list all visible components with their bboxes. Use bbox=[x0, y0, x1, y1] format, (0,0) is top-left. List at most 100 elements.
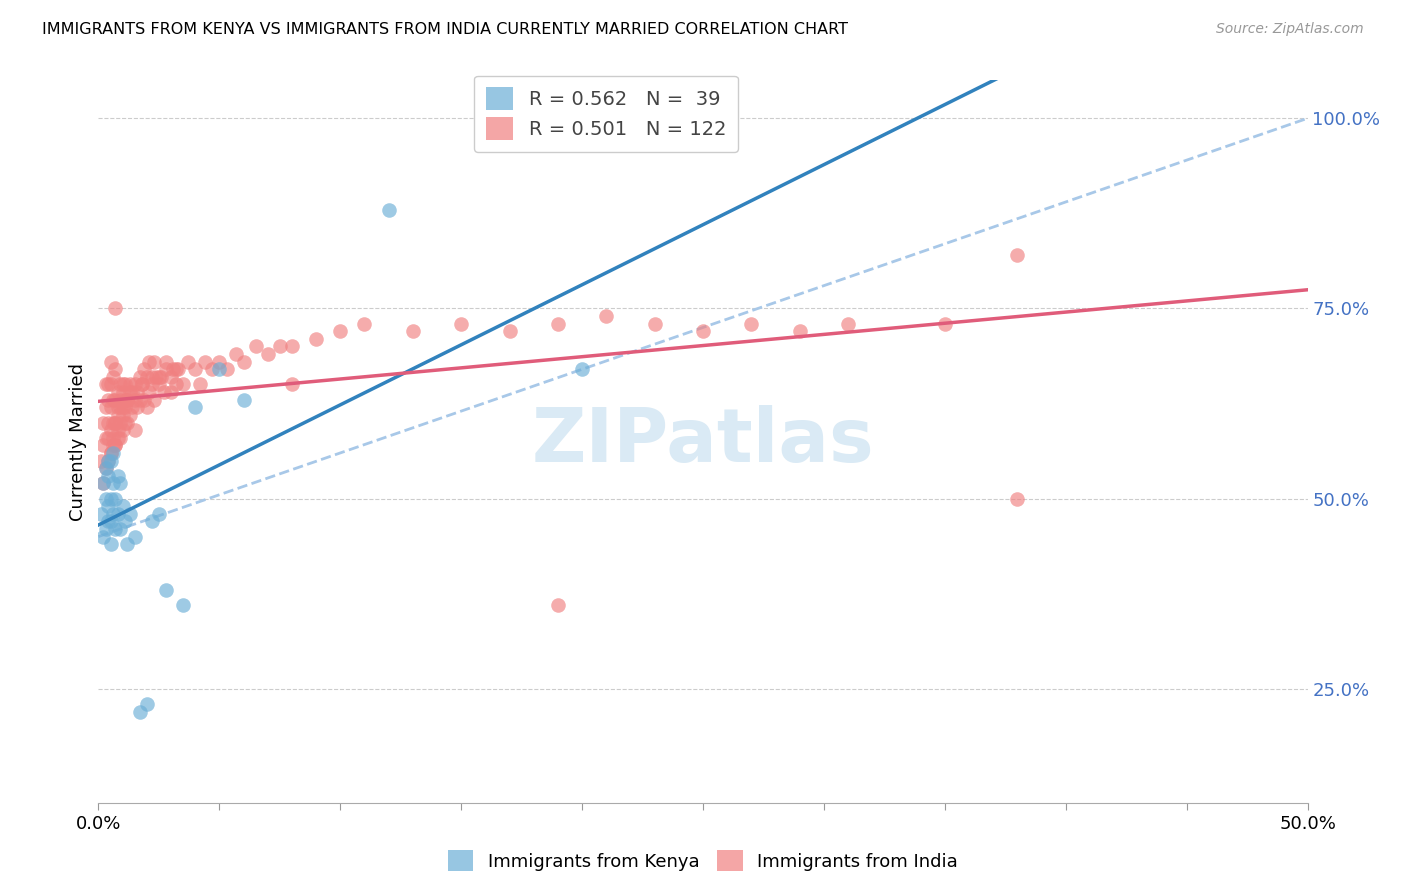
Point bbox=[547, 317, 569, 331]
Point bbox=[114, 401, 136, 415]
Point bbox=[97, 453, 120, 467]
Point bbox=[934, 317, 956, 331]
Point bbox=[1007, 491, 1029, 506]
Point bbox=[305, 332, 328, 346]
Point bbox=[108, 392, 131, 407]
Point bbox=[100, 401, 122, 415]
Point bbox=[131, 377, 153, 392]
Point bbox=[121, 401, 143, 415]
Point bbox=[141, 370, 163, 384]
Point bbox=[100, 446, 122, 460]
Point bbox=[353, 317, 375, 331]
Point bbox=[91, 476, 114, 491]
Point bbox=[128, 705, 150, 719]
Point bbox=[104, 416, 127, 430]
Point bbox=[740, 317, 762, 331]
Point bbox=[269, 339, 291, 353]
Point bbox=[177, 354, 200, 368]
Point bbox=[143, 392, 166, 407]
Point bbox=[97, 499, 120, 513]
Point bbox=[172, 377, 194, 392]
Point bbox=[201, 362, 224, 376]
Point bbox=[124, 423, 146, 437]
Legend: R = 0.562   N =  39, R = 0.501   N = 122: R = 0.562 N = 39, R = 0.501 N = 122 bbox=[474, 76, 738, 152]
Point bbox=[97, 453, 120, 467]
Y-axis label: Currently Married: Currently Married bbox=[69, 362, 87, 521]
Point bbox=[256, 347, 278, 361]
Point bbox=[148, 377, 170, 392]
Point bbox=[117, 416, 139, 430]
Point bbox=[208, 354, 231, 368]
Point bbox=[377, 202, 399, 217]
Point bbox=[94, 461, 117, 475]
Point bbox=[152, 385, 174, 400]
Point bbox=[232, 392, 254, 407]
Point bbox=[117, 537, 139, 551]
Point bbox=[108, 431, 131, 445]
Point bbox=[107, 468, 129, 483]
Point bbox=[692, 324, 714, 338]
Point bbox=[111, 377, 134, 392]
Point bbox=[104, 491, 127, 506]
Point bbox=[138, 354, 160, 368]
Point bbox=[194, 354, 217, 368]
Point bbox=[498, 324, 520, 338]
Point bbox=[547, 598, 569, 612]
Point bbox=[108, 401, 131, 415]
Point bbox=[101, 416, 124, 430]
Point bbox=[162, 362, 184, 376]
Point bbox=[101, 507, 124, 521]
Point bbox=[94, 522, 117, 536]
Point bbox=[117, 392, 139, 407]
Point bbox=[150, 370, 173, 384]
Point bbox=[160, 370, 183, 384]
Point bbox=[402, 324, 425, 338]
Point bbox=[118, 385, 141, 400]
Point bbox=[165, 377, 187, 392]
Point bbox=[837, 317, 859, 331]
Point bbox=[138, 385, 160, 400]
Point bbox=[100, 515, 122, 529]
Point bbox=[111, 423, 134, 437]
Point bbox=[118, 507, 141, 521]
Point bbox=[101, 431, 124, 445]
Point bbox=[107, 423, 129, 437]
Point bbox=[114, 392, 136, 407]
Point bbox=[134, 362, 156, 376]
Point bbox=[104, 438, 127, 452]
Point bbox=[184, 401, 207, 415]
Point bbox=[281, 339, 304, 353]
Point bbox=[595, 309, 617, 323]
Point bbox=[104, 362, 127, 376]
Point bbox=[172, 598, 194, 612]
Legend: Immigrants from Kenya, Immigrants from India: Immigrants from Kenya, Immigrants from I… bbox=[441, 843, 965, 879]
Point bbox=[97, 377, 120, 392]
Point bbox=[107, 507, 129, 521]
Point bbox=[94, 461, 117, 475]
Point bbox=[94, 377, 117, 392]
Point bbox=[100, 446, 122, 460]
Point bbox=[245, 339, 267, 353]
Point bbox=[188, 377, 211, 392]
Point bbox=[97, 431, 120, 445]
Point bbox=[1007, 248, 1029, 262]
Point bbox=[100, 453, 122, 467]
Point bbox=[225, 347, 247, 361]
Point bbox=[97, 468, 120, 483]
Text: Source: ZipAtlas.com: Source: ZipAtlas.com bbox=[1216, 22, 1364, 37]
Point bbox=[143, 354, 166, 368]
Point bbox=[111, 499, 134, 513]
Point bbox=[107, 431, 129, 445]
Point bbox=[167, 362, 190, 376]
Point bbox=[108, 377, 131, 392]
Point bbox=[100, 423, 122, 437]
Point bbox=[134, 392, 156, 407]
Point bbox=[141, 515, 163, 529]
Point bbox=[644, 317, 666, 331]
Point bbox=[94, 401, 117, 415]
Point bbox=[108, 476, 131, 491]
Point bbox=[118, 377, 141, 392]
Point bbox=[184, 362, 207, 376]
Point bbox=[104, 416, 127, 430]
Point bbox=[101, 476, 124, 491]
